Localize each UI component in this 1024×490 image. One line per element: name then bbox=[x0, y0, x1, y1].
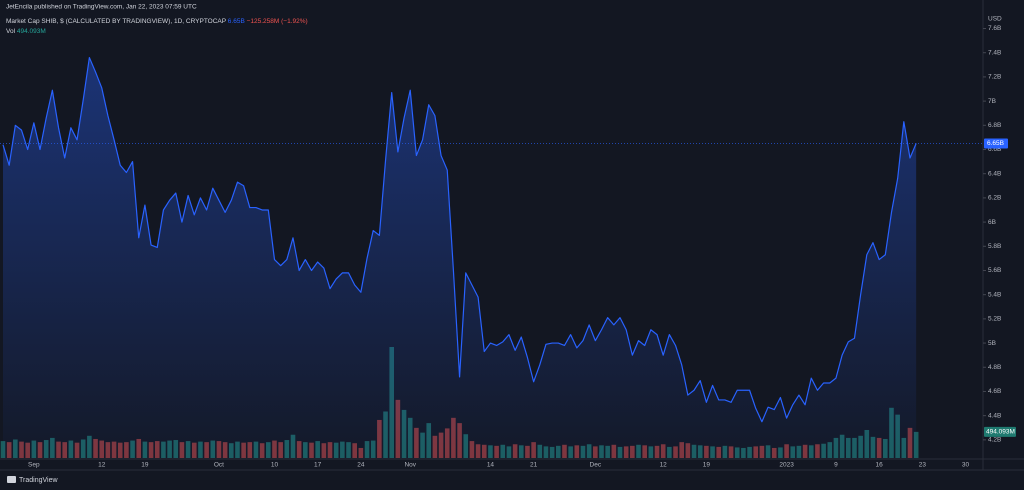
x-tick-label: 2023 bbox=[779, 462, 794, 469]
volume-legend-value: 494.093M bbox=[17, 28, 46, 35]
x-tick-label: 17 bbox=[314, 462, 322, 469]
x-tick-label: 10 bbox=[271, 462, 279, 469]
y-tick-label: 4.6B bbox=[988, 388, 1001, 395]
x-tick-label: Sep bbox=[28, 462, 40, 469]
x-tick-label: 16 bbox=[876, 462, 884, 469]
publisher: JetEncila published on TradingView.com, … bbox=[6, 4, 197, 11]
last-volume-label: 494.093M bbox=[986, 429, 1015, 436]
y-tick-label: 5B bbox=[988, 340, 996, 347]
x-tick-label: 24 bbox=[357, 462, 365, 469]
footer-brand: TradingView bbox=[7, 476, 58, 484]
y-axis-unit: USD bbox=[988, 16, 1002, 23]
y-tick-label: 6.4B bbox=[988, 170, 1001, 177]
y-tick-label: 4.2B bbox=[988, 437, 1001, 444]
x-tick-label: 14 bbox=[487, 462, 495, 469]
x-tick-label: Oct bbox=[214, 462, 224, 469]
last-volume-box bbox=[984, 426, 1016, 437]
y-tick-label: 4.8B bbox=[988, 364, 1001, 371]
x-tick-label: 12 bbox=[660, 462, 668, 469]
volume-legend: Vol 494.093M bbox=[6, 28, 46, 35]
area bbox=[3, 57, 917, 459]
y-tick-label: 7.2B bbox=[988, 74, 1001, 81]
change: −125.258M (−1.92%) bbox=[247, 18, 308, 25]
last-value: 6.65B bbox=[228, 18, 245, 25]
y-tick-label: 5.4B bbox=[988, 291, 1001, 298]
y-tick-label: 4.4B bbox=[988, 412, 1001, 419]
x-tick-label: 19 bbox=[141, 462, 149, 469]
y-tick-label: 6.8B bbox=[988, 122, 1001, 129]
y-tick-label: 5.2B bbox=[988, 316, 1001, 323]
x-tick-label: Dec bbox=[590, 462, 602, 469]
x-tick-label: 30 bbox=[962, 462, 970, 469]
logo bbox=[7, 476, 16, 483]
last-price-label: 6.65B bbox=[987, 140, 1004, 147]
volume-legend-label: Vol bbox=[6, 28, 16, 35]
x-tick-label: 19 bbox=[703, 462, 711, 469]
x-tick-label: 21 bbox=[530, 462, 538, 469]
x-tick-label: Nov bbox=[404, 462, 416, 469]
y-tick-label: 7.6B bbox=[988, 25, 1001, 32]
price-line bbox=[2, 56, 917, 423]
y-tick-label: 6.2B bbox=[988, 195, 1001, 202]
y-tick-label: 6.6B bbox=[988, 146, 1001, 153]
x-tick-label: 12 bbox=[98, 462, 106, 469]
legend-line: Market Cap SHIB, $ (CALCULATED BY TRADIN… bbox=[6, 18, 308, 25]
brand: TradingView bbox=[19, 477, 58, 484]
x-tick-label: 9 bbox=[834, 462, 838, 469]
x-tick-label: 23 bbox=[919, 462, 927, 469]
y-tick-label: 7B bbox=[988, 98, 996, 105]
y-tick-label: 7.4B bbox=[988, 49, 1001, 56]
last-price-box bbox=[984, 138, 1008, 149]
symbol: Market Cap SHIB, $ (CALCULATED BY TRADIN… bbox=[6, 18, 226, 25]
y-tick-label: 6B bbox=[988, 219, 996, 226]
y-tick-label: 5.6B bbox=[988, 267, 1001, 274]
y-tick-label: 5.8B bbox=[988, 243, 1001, 250]
